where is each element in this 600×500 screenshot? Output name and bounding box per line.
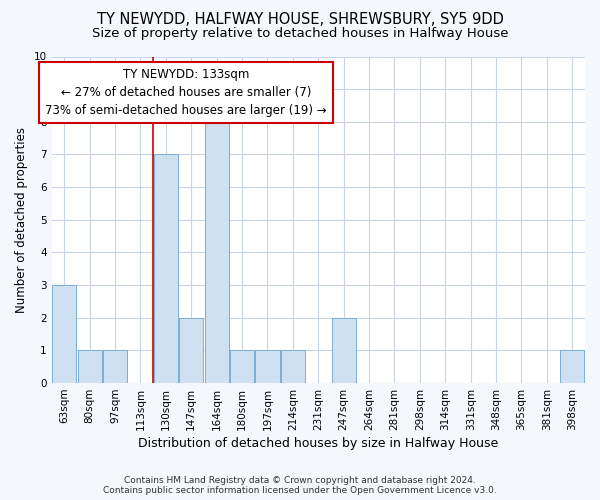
Text: Contains HM Land Registry data © Crown copyright and database right 2024.
Contai: Contains HM Land Registry data © Crown c… xyxy=(103,476,497,495)
Bar xyxy=(332,318,356,383)
Bar xyxy=(179,318,203,383)
X-axis label: Distribution of detached houses by size in Halfway House: Distribution of detached houses by size … xyxy=(138,437,499,450)
Bar xyxy=(77,350,102,383)
Text: TY NEWYDD, HALFWAY HOUSE, SHREWSBURY, SY5 9DD: TY NEWYDD, HALFWAY HOUSE, SHREWSBURY, SY… xyxy=(97,12,503,28)
Y-axis label: Number of detached properties: Number of detached properties xyxy=(15,127,28,313)
Bar xyxy=(154,154,178,383)
Bar xyxy=(52,285,76,383)
Bar xyxy=(205,122,229,383)
Text: TY NEWYDD: 133sqm
← 27% of detached houses are smaller (7)
73% of semi-detached : TY NEWYDD: 133sqm ← 27% of detached hous… xyxy=(46,68,327,117)
Bar xyxy=(103,350,127,383)
Bar xyxy=(230,350,254,383)
Text: Size of property relative to detached houses in Halfway House: Size of property relative to detached ho… xyxy=(92,28,508,40)
Bar xyxy=(256,350,280,383)
Bar xyxy=(560,350,584,383)
Bar xyxy=(281,350,305,383)
